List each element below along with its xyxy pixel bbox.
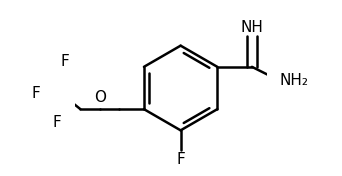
Text: F: F	[176, 152, 185, 168]
Text: NH: NH	[240, 20, 263, 35]
Text: O: O	[94, 90, 106, 105]
Text: F: F	[31, 86, 40, 101]
Text: F: F	[53, 115, 62, 130]
Text: NH₂: NH₂	[280, 73, 309, 88]
Text: F: F	[61, 54, 69, 69]
